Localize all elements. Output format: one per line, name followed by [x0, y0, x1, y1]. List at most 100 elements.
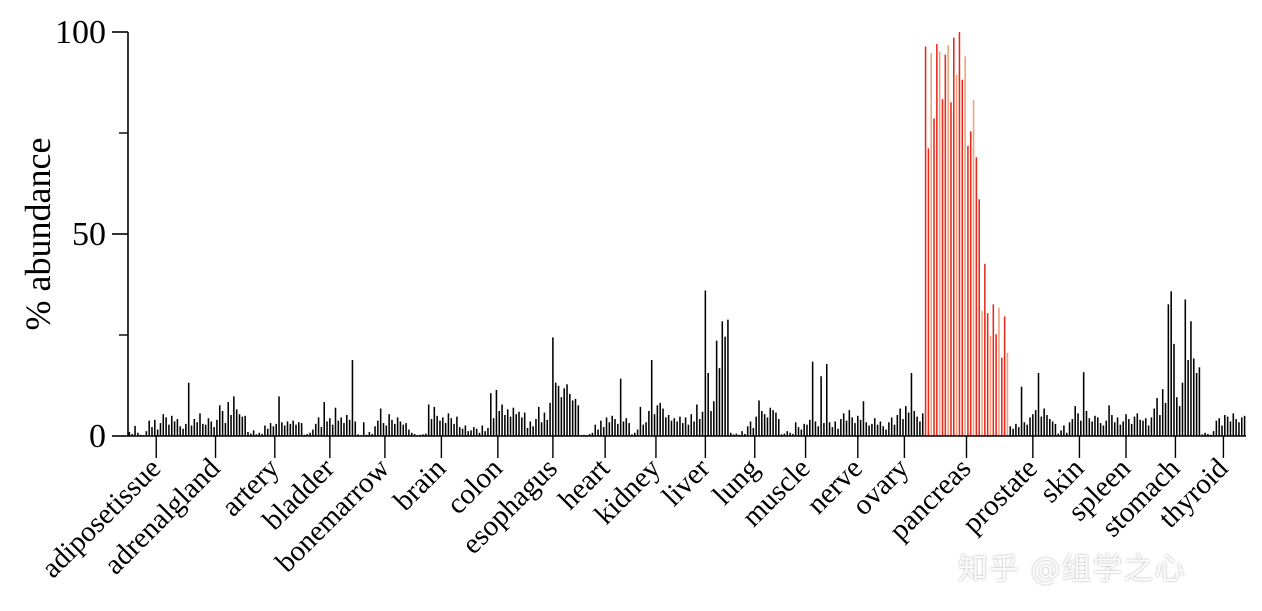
bar-adiposetissue-14 [168, 424, 170, 436]
bar-esophagus-18 [577, 405, 580, 436]
watermark-text: 知乎 @组学之心 [958, 552, 1186, 587]
bar-nerve-6 [848, 410, 851, 436]
bar-artery-19 [300, 423, 303, 436]
bar-stomach-0 [1150, 417, 1153, 436]
bar-bladder-7 [323, 402, 325, 436]
bar-adrenalgland-8 [207, 418, 210, 436]
bar-prostate-3 [1017, 427, 1020, 436]
bar-esophagus-8 [549, 402, 551, 436]
bar-ovary-12 [919, 421, 921, 436]
bar-ovary-10 [913, 410, 916, 436]
bar-lung-9 [755, 416, 757, 436]
bar-spleen-15 [1145, 418, 1147, 436]
bar-heart-13 [617, 423, 619, 436]
bar-stomach-8 [1173, 343, 1175, 436]
bar-muscle-0 [780, 434, 783, 436]
bar-adiposetissue-11 [159, 423, 162, 436]
bar-bladder-13 [340, 417, 342, 436]
bar-kidney-5 [645, 422, 647, 436]
bar-pancreas-25 [995, 334, 997, 436]
bar-nerve-12 [865, 422, 868, 436]
bar-bonemarrow-2 [362, 422, 365, 436]
bar-heart-4 [591, 432, 594, 436]
bar-spleen-12 [1136, 413, 1139, 436]
bar-colon-5 [484, 431, 486, 436]
bar-skin-15 [1099, 423, 1102, 436]
bar-kidney-8 [653, 414, 656, 436]
bar-colon-11 [501, 404, 503, 436]
bar-thyroid-4 [1212, 431, 1215, 436]
bar-nerve-3 [840, 419, 842, 436]
bar-esophagus-4 [538, 406, 540, 436]
bar-nerve-16 [876, 424, 879, 436]
bar-esophagus-12 [560, 397, 563, 436]
bar-bladder-17 [351, 360, 354, 436]
bar-spleen-5 [1116, 417, 1119, 436]
bar-adiposetissue-15 [170, 415, 173, 436]
bar-muscle-4 [792, 433, 794, 436]
bar-bonemarrow-13 [394, 423, 396, 436]
bar-bonemarrow-4 [368, 431, 371, 436]
bar-artery-18 [298, 422, 300, 436]
bar-bonemarrow-9 [382, 423, 385, 436]
bar-spleen-16 [1147, 425, 1150, 436]
bar-heart-14 [619, 378, 622, 436]
bar-kidney-1 [633, 432, 636, 436]
bar-brain-8 [436, 415, 438, 436]
bar-thyroid-15 [1243, 415, 1246, 436]
bar-liver-16 [727, 319, 729, 436]
bar-stomach-11 [1181, 382, 1184, 436]
bar-colon-13 [506, 409, 509, 436]
bar-bladder-9 [329, 418, 331, 436]
bar-bonemarrow-0 [357, 434, 359, 436]
bar-ovary-5 [899, 408, 901, 436]
bar-lung-4 [741, 431, 743, 436]
bar-kidney-0 [631, 434, 633, 436]
bar-nerve-17 [879, 421, 882, 436]
bar-kidney-6 [648, 410, 650, 436]
bar-colon-19 [523, 412, 526, 436]
x-tick-label-liver: liver [656, 452, 716, 512]
bar-pancreas-22 [986, 313, 989, 436]
bar-pancreas-12 [958, 32, 961, 436]
bar-bonemarrow-7 [377, 420, 379, 436]
bar-ovary-11 [916, 416, 918, 436]
bar-artery-8 [269, 423, 272, 436]
bar-adrenalgland-0 [185, 423, 187, 436]
bar-brain-12 [447, 413, 450, 436]
bar-prostate-2 [1015, 423, 1017, 436]
bar-colon-10 [498, 410, 501, 436]
bar-muscle-1 [783, 433, 786, 436]
bar-prostate-7 [1029, 417, 1031, 436]
bar-colon-2 [475, 428, 478, 436]
bar-stomach-3 [1159, 414, 1161, 436]
bar-thyroid-12 [1235, 419, 1237, 436]
bar-brain-19 [467, 431, 469, 436]
bar-muscle-2 [786, 431, 788, 436]
bar-bladder-11 [334, 407, 337, 436]
bar-pancreas-1 [927, 148, 930, 436]
bar-heart-8 [602, 427, 605, 436]
bar-lung-11 [761, 410, 763, 436]
bar-brain-0 [413, 433, 416, 436]
bar-ovary-8 [907, 412, 910, 436]
bar-liver-6 [698, 419, 701, 436]
bar-bonemarrow-14 [396, 417, 399, 436]
bar-adiposetissue-10 [156, 429, 159, 436]
bar-pancreas-21 [984, 263, 986, 436]
bar-artery-6 [264, 425, 266, 436]
bar-skin-7 [1077, 413, 1079, 436]
bar-adiposetissue-6 [145, 431, 148, 436]
bar-artery-2 [252, 430, 255, 436]
bar-adiposetissue-17 [176, 419, 179, 436]
bar-adrenalgland-7 [204, 424, 207, 436]
bar-stomach-14 [1190, 321, 1192, 436]
bar-pancreas-15 [967, 145, 969, 436]
bar-artery-10 [275, 423, 277, 436]
bar-bladder-10 [331, 424, 334, 436]
bar-prostate-13 [1046, 414, 1048, 436]
bar-bonemarrow-19 [410, 432, 413, 436]
bar-lung-7 [749, 421, 752, 436]
bar-brain-14 [453, 423, 455, 436]
bar-prostate-12 [1043, 408, 1045, 436]
